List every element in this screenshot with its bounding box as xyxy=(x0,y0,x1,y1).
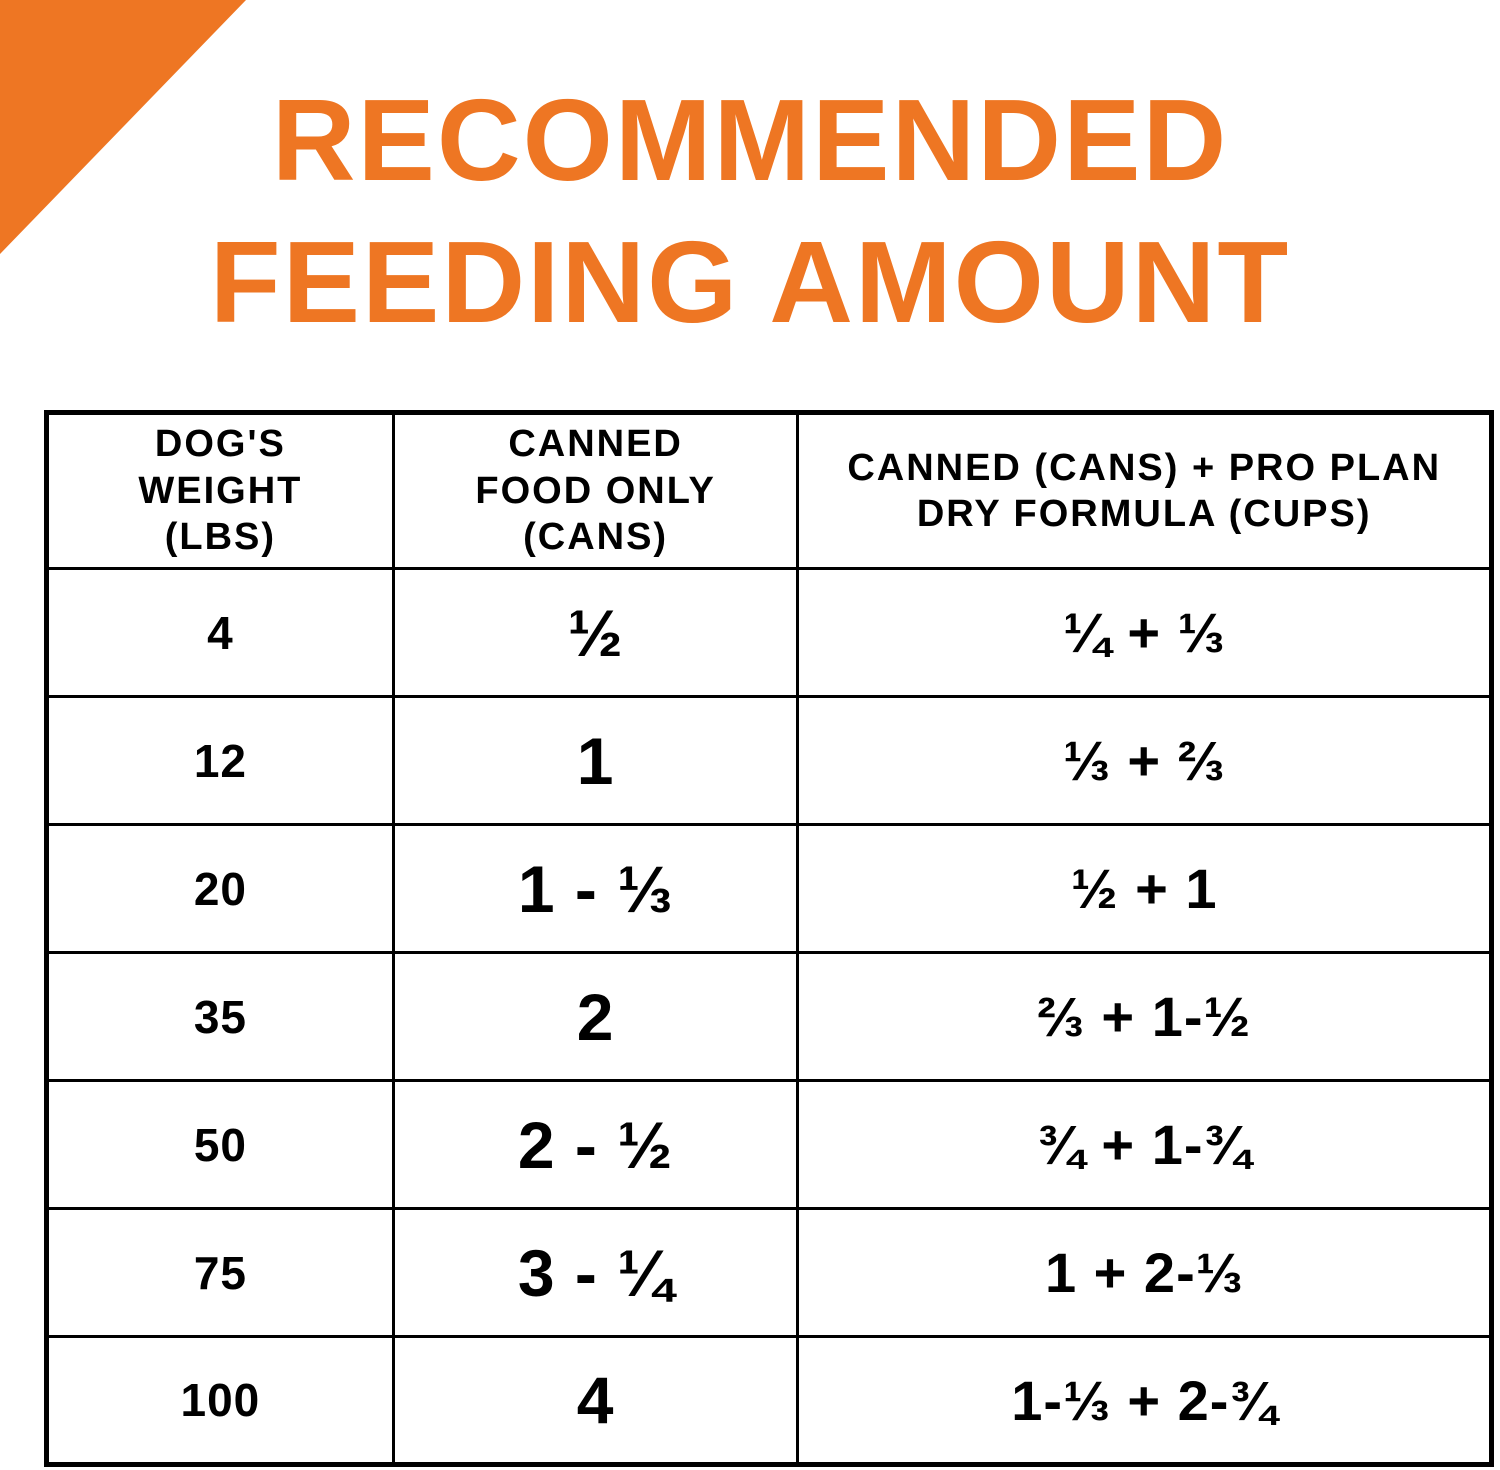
canned-only-value: 1 - ⅓ xyxy=(391,823,800,954)
weight-value: 75 xyxy=(45,1207,395,1338)
canned-only-value: 2 xyxy=(391,951,800,1082)
canned-plus-dry-value: ¼ + ⅓ xyxy=(796,567,1493,698)
weight-value: 12 xyxy=(45,695,395,826)
canned-plus-dry-value: ⅓ + ⅔ xyxy=(796,695,1493,826)
canned-plus-dry-value: 1-⅓ + 2-¾ xyxy=(796,1335,1493,1466)
header-canned-only: CANNED FOOD ONLY (CANS) xyxy=(391,411,800,570)
canned-plus-dry-value: ¾ + 1-¾ xyxy=(796,1079,1493,1210)
feeding-amount-table: DOG'S WEIGHT (LBS) CANNED FOOD ONLY (CAN… xyxy=(44,410,1494,1467)
canned-only-value: 2 - ½ xyxy=(391,1079,800,1210)
page-title-line2: FEEDING AMOUNT xyxy=(209,216,1291,347)
canned-only-value: 3 - ¼ xyxy=(391,1207,800,1338)
page-title: RECOMMENDED FEEDING AMOUNT xyxy=(0,70,1500,353)
canned-plus-dry-value: ½ + 1 xyxy=(796,823,1493,954)
table-row: 75 3 - ¼ 1 + 2-⅓ xyxy=(45,1207,1493,1338)
page-title-line1: RECOMMENDED xyxy=(271,75,1229,205)
canned-plus-dry-value: 1 + 2-⅓ xyxy=(796,1207,1493,1338)
canned-only-value: ½ xyxy=(391,567,800,698)
weight-value: 20 xyxy=(45,823,395,954)
canned-plus-dry-value: ⅔ + 1-½ xyxy=(796,951,1493,1082)
table-row: 100 4 1-⅓ + 2-¾ xyxy=(45,1335,1493,1466)
table-row: 20 1 - ⅓ ½ + 1 xyxy=(45,823,1493,954)
header-canned-plus-dry: CANNED (CANS) + PRO PLAN DRY FORMULA (CU… xyxy=(796,411,1493,570)
weight-value: 100 xyxy=(45,1335,395,1466)
weight-value: 50 xyxy=(45,1079,395,1210)
weight-value: 35 xyxy=(45,951,395,1082)
table-row: 4 ½ ¼ + ⅓ xyxy=(45,567,1493,698)
table-row: 50 2 - ½ ¾ + 1-¾ xyxy=(45,1079,1493,1210)
table-row: 35 2 ⅔ + 1-½ xyxy=(45,951,1493,1082)
canned-only-value: 1 xyxy=(391,695,800,826)
header-dogs-weight: DOG'S WEIGHT (LBS) xyxy=(45,411,395,570)
table-header-row: DOG'S WEIGHT (LBS) CANNED FOOD ONLY (CAN… xyxy=(45,411,1493,570)
weight-value: 4 xyxy=(45,567,395,698)
table-row: 12 1 ⅓ + ⅔ xyxy=(45,695,1493,826)
canned-only-value: 4 xyxy=(391,1335,800,1466)
